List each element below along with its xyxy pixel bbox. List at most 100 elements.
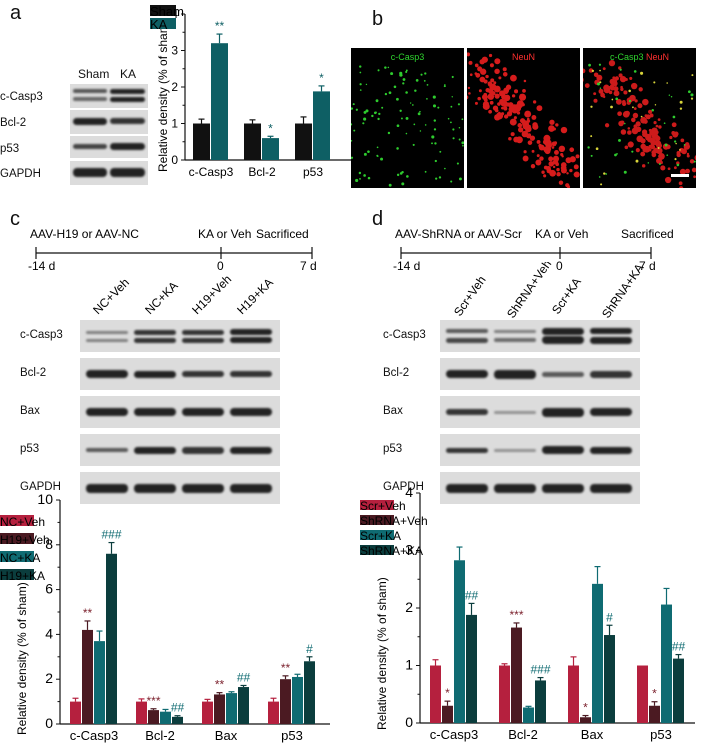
blot-band — [542, 336, 584, 344]
legend-swatch — [0, 533, 34, 544]
blot-strip — [70, 110, 148, 134]
cell-dot — [419, 130, 422, 132]
cell-dot — [573, 164, 579, 170]
cell-dot — [599, 69, 601, 72]
cell-dot — [641, 164, 646, 168]
blot-band — [494, 329, 536, 333]
blot-band — [86, 483, 128, 493]
cell-dot — [658, 163, 661, 165]
y-tick-label: 0 — [405, 714, 413, 730]
cell-dot — [555, 162, 559, 167]
cell-dot — [611, 98, 614, 101]
blot-d-group: ShRNA+Veh — [504, 262, 554, 320]
micro-dots — [467, 52, 580, 188]
significance-label: * — [445, 686, 450, 700]
timeline-d-t1: 0 — [556, 259, 563, 272]
cell-dot — [613, 86, 619, 92]
cell-dot — [618, 73, 623, 78]
blot-band — [230, 337, 272, 343]
blot-band — [134, 370, 176, 378]
cell-dot — [548, 156, 554, 162]
cell-dot — [377, 117, 380, 121]
blot-band — [542, 483, 584, 493]
cell-dot — [487, 93, 495, 100]
cell-dot — [503, 87, 510, 94]
cell-dot — [651, 127, 658, 134]
significance-label: ** — [215, 19, 225, 33]
cell-dot — [503, 114, 509, 119]
cell-dot — [437, 106, 440, 109]
blot-band — [590, 408, 632, 416]
blot-row-label: p53 — [20, 443, 40, 455]
cell-dot — [505, 102, 510, 107]
blot-strip — [70, 136, 148, 158]
cell-dot — [679, 100, 683, 104]
cell-dot — [474, 72, 478, 75]
cell-dot — [508, 137, 512, 141]
cell-dot — [630, 82, 638, 90]
cell-dot — [517, 123, 523, 128]
cell-dot — [377, 69, 380, 72]
cell-dot — [489, 100, 494, 105]
legend-swatch — [0, 569, 34, 580]
y-tick-label: 2 — [45, 670, 53, 686]
cell-dot — [596, 74, 603, 81]
blot-band — [230, 371, 272, 377]
cell-dot — [452, 128, 455, 131]
cell-dot — [647, 162, 650, 164]
cell-dot — [432, 104, 437, 108]
cell-dot — [671, 131, 676, 135]
cell-dot — [637, 103, 643, 109]
cell-dot — [401, 182, 405, 186]
cell-dot — [543, 165, 548, 170]
category-label: c-Casp3 — [70, 728, 118, 743]
blot-band — [86, 448, 128, 452]
bar — [82, 629, 93, 724]
micro-label: c-Casp3 NeuN — [583, 52, 696, 62]
cell-dot — [647, 109, 653, 114]
cell-dot — [426, 84, 429, 86]
cell-dot — [678, 181, 683, 186]
significance-label: * — [583, 701, 588, 715]
scale-bar — [671, 174, 689, 177]
cell-dot — [536, 154, 540, 158]
cell-dot — [632, 112, 639, 119]
cell-dot — [629, 94, 636, 102]
cell-dot — [399, 71, 403, 75]
cell-dot — [633, 70, 637, 73]
cell-dot — [590, 154, 593, 157]
cell-dot — [388, 183, 392, 187]
cell-dot — [641, 129, 648, 135]
blot-band — [134, 446, 176, 454]
cell-dot — [371, 114, 374, 118]
blot-c-group: H19+KA — [234, 275, 276, 317]
cell-dot — [590, 105, 593, 108]
blot-a-group: Sham — [78, 67, 110, 81]
blot-strip — [70, 84, 148, 108]
cell-dot — [485, 74, 489, 79]
legend-swatch — [360, 500, 394, 510]
blot-strip — [80, 320, 280, 352]
cell-dot — [451, 96, 453, 98]
cell-dot — [667, 167, 671, 171]
legend-swatch — [360, 545, 394, 555]
cell-dot — [614, 153, 617, 157]
blot-d-group: Scr+KA — [549, 275, 584, 317]
cell-dot — [619, 75, 627, 83]
cell-dot — [653, 121, 657, 125]
bar — [244, 123, 261, 160]
y-tick-label: 10 — [37, 491, 53, 507]
blot-band — [446, 409, 488, 415]
cell-dot — [510, 74, 517, 82]
cell-dot — [513, 116, 517, 120]
cell-dot — [353, 129, 356, 132]
cell-dot — [363, 117, 367, 121]
cell-dot — [467, 95, 469, 100]
bar — [568, 665, 579, 723]
cell-dot — [449, 121, 452, 124]
bar — [523, 707, 534, 723]
cell-dot — [367, 176, 371, 180]
cell-dot — [363, 152, 367, 156]
cell-dot — [494, 58, 501, 65]
cell-dot — [355, 108, 358, 111]
